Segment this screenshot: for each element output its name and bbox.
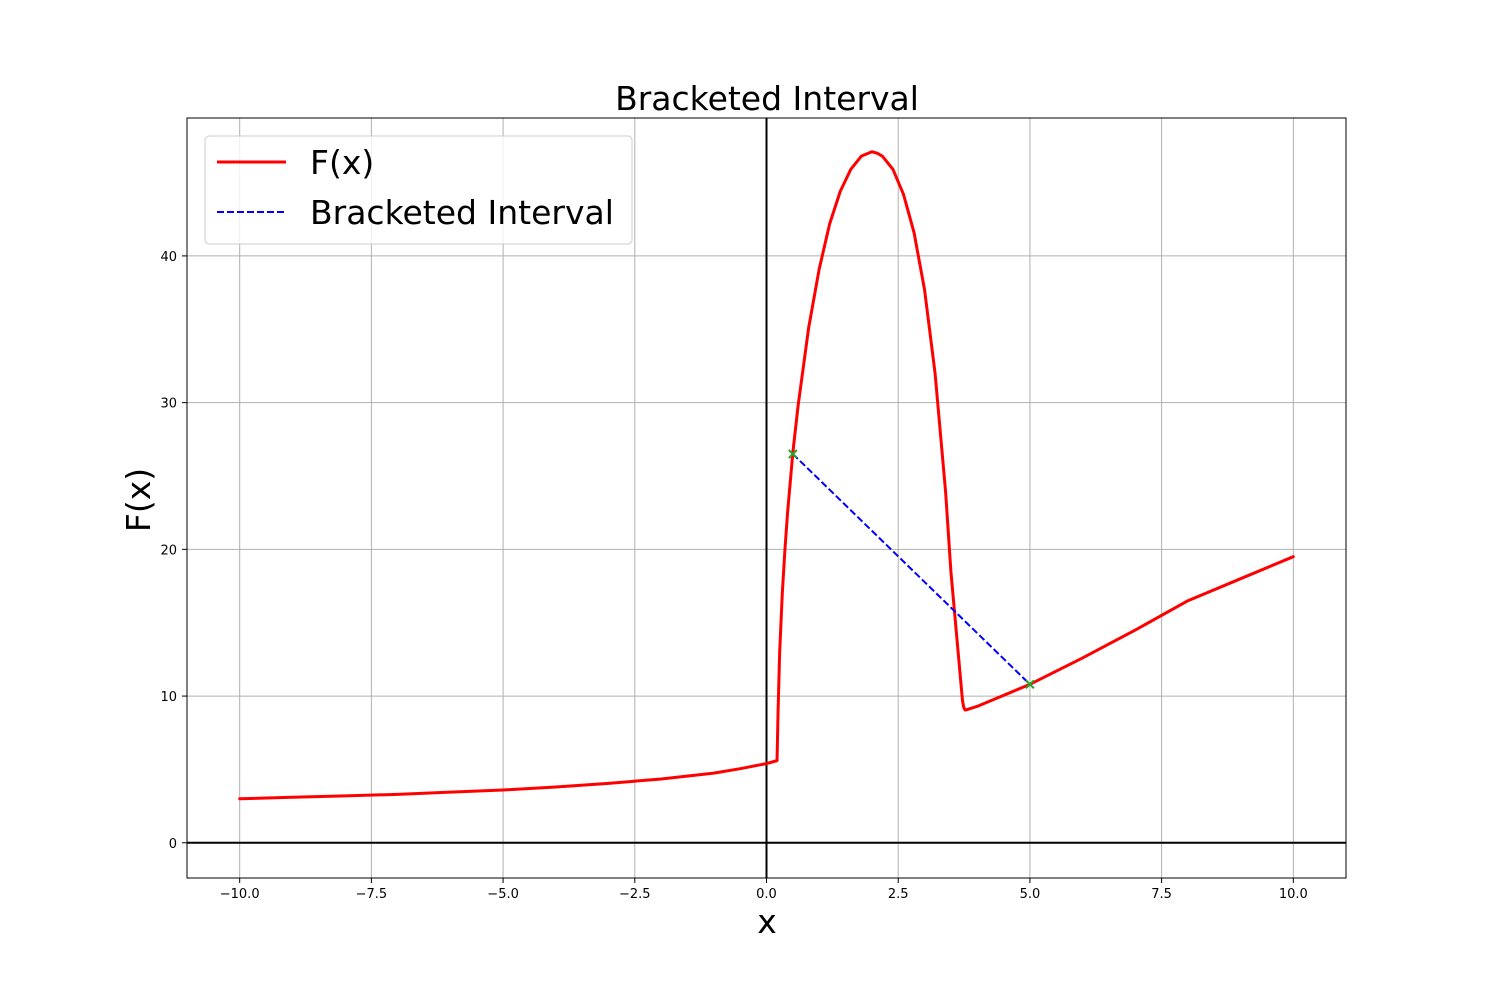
x-tick-label: 2.5 [888, 887, 909, 902]
x-tick-label: −2.5 [619, 887, 651, 902]
x-tick-label: −5.0 [487, 887, 519, 902]
series-line-f-x [238, 150, 1295, 801]
x-tick-label: 10.0 [1279, 887, 1308, 902]
x-tick-label: 7.5 [1151, 887, 1172, 902]
x-tick-label: 5.0 [1020, 887, 1041, 902]
y-tick-label: 30 [160, 397, 177, 412]
marker-point [1025, 679, 1035, 690]
y-axis-label: F(x) [119, 468, 158, 532]
series-layer [238, 150, 1295, 801]
x-axis-ticks: −10.0 −7.5 −5.0 −2.5 0.0 2.5 5.0 7.5 10.0 [220, 878, 1308, 902]
legend-box [204, 135, 633, 245]
chart-title: Bracketed Interval [615, 79, 919, 118]
legend: F(x) Bracketed Interval [204, 135, 633, 245]
reference-lines [187, 118, 1346, 878]
x-tick-label: 0.0 [756, 887, 777, 902]
y-axis-ticks: 0 10 20 30 40 [160, 250, 187, 852]
y-tick-label: 20 [160, 543, 177, 558]
series-line-bracketed-interval [792, 453, 1031, 686]
y-tick-label: 40 [160, 250, 177, 265]
y-tick-label: 10 [160, 690, 177, 705]
marker-layer [788, 449, 1035, 690]
y-tick-label: 0 [169, 837, 177, 852]
legend-label-bracketed-interval: Bracketed Interval [310, 193, 614, 232]
x-axis-label: x [757, 902, 777, 941]
x-tick-label: −7.5 [356, 887, 388, 902]
legend-label-fx: F(x) [310, 143, 374, 182]
x-tick-label: −10.0 [220, 887, 260, 902]
marker-point [788, 449, 798, 459]
